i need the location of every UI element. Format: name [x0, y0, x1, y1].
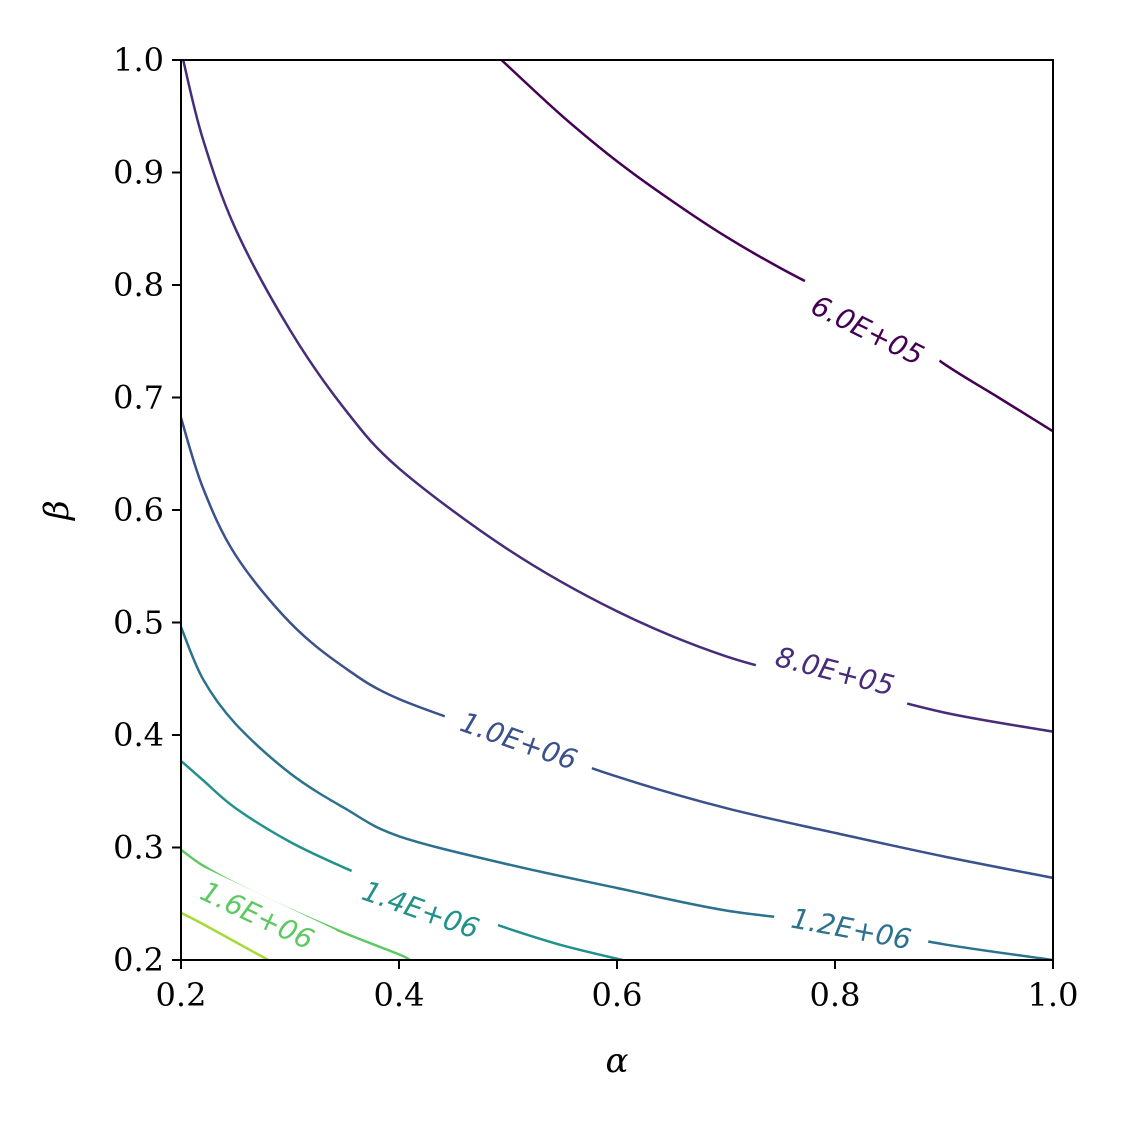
contour-line [181, 417, 1053, 880]
y-tick-label: 0.8 [113, 266, 164, 304]
y-tick-label: 0.2 [113, 941, 164, 979]
y-tick-label: 0.5 [113, 604, 164, 642]
y-tick-label: 0.7 [113, 379, 164, 417]
x-tick-label: 1.0 [1028, 976, 1079, 1014]
y-tick-label: 0.4 [113, 716, 164, 754]
x-axis-label: α [606, 1041, 629, 1081]
x-tick-label: 0.2 [156, 976, 207, 1014]
y-tick-label: 1.0 [113, 41, 164, 79]
x-tick-label: 0.6 [592, 976, 643, 1014]
x-tick-label: 0.8 [810, 976, 861, 1014]
y-tick-label: 0.6 [113, 491, 164, 529]
contour-line [181, 626, 1053, 960]
contour-labels: 6.0E+058.0E+051.0E+061.2E+061.4E+061.6E+… [179, 277, 947, 965]
x-axis: 0.2 0.4 0.6 0.8 1.0 [156, 960, 1079, 1014]
y-axis: 0.2 0.3 0.4 0.5 0.6 0.7 0.8 0.9 1.0 [113, 41, 181, 979]
y-tick-label: 0.9 [113, 154, 164, 192]
x-tick-label: 0.4 [374, 976, 425, 1014]
y-axis-label: β [37, 500, 77, 522]
contour-label: 1.4E+06 [358, 874, 483, 945]
contour-line [500, 60, 1053, 433]
contour-line [181, 911, 269, 960]
y-tick-label: 0.3 [113, 829, 164, 867]
contour-label: 1.0E+06 [456, 705, 581, 776]
contour-label: 8.0E+05 [772, 640, 898, 702]
plot-frame [180, 59, 1054, 961]
contour-lines [181, 60, 1053, 960]
